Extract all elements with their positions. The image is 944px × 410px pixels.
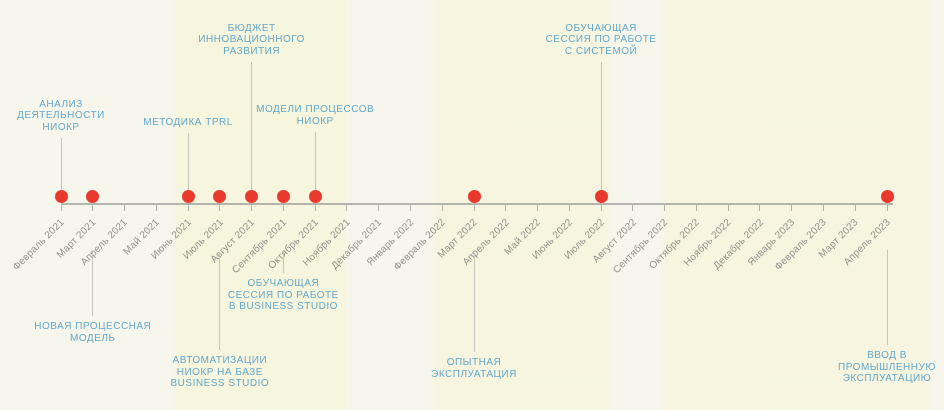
month-tick [791, 204, 793, 211]
month-tick [537, 204, 539, 211]
month-tick [759, 204, 761, 211]
event-connector-line [60, 138, 62, 191]
event-connector-line [187, 133, 189, 191]
month-tick [695, 204, 697, 211]
event-connector-line [473, 253, 475, 352]
event-label: АВТОМАТИЗАЦИИ НИОКР НА БАЗЕ BUSINESS STU… [170, 355, 270, 389]
event-connector-line [314, 132, 316, 191]
month-tick [441, 204, 443, 211]
month-tick [854, 204, 856, 211]
event-label: НОВАЯ ПРОЦЕССНАЯ МОДЕЛЬ [34, 321, 152, 344]
month-tick [282, 204, 284, 211]
month-tick [664, 204, 666, 211]
timeline-event-dot [276, 190, 290, 203]
month-tick [314, 204, 316, 211]
month-tick [378, 204, 380, 211]
timeline-axis [61, 203, 893, 205]
event-connector-line [92, 252, 94, 316]
month-tick [60, 204, 62, 211]
month-tick [187, 204, 189, 211]
timeline-event-dot [181, 190, 195, 203]
event-label: МЕТОДИКА TPRL [143, 116, 233, 128]
month-label: Сентябрь 2022 [611, 217, 671, 276]
month-tick [92, 204, 94, 211]
month-tick [409, 204, 411, 211]
event-label: ОБУЧАЮЩАЯ СЕССИЯ ПО РАБОТЕ С СИСТЕМОЙ [545, 22, 657, 57]
event-label: МОДЕЛИ ПРОЦЕССОВ НИОКР [256, 104, 375, 127]
event-label: АНАЛИЗ ДЕЯТЕЛЬНОСТИ НИОКР [17, 98, 105, 133]
month-tick [124, 204, 126, 211]
event-label: ОБУЧАЮЩАЯ СЕССИЯ ПО РАБОТЕ В BUSINESS ST… [227, 278, 339, 312]
timeline-event-dot [594, 190, 608, 203]
event-connector-line [219, 252, 221, 350]
month-tick [346, 204, 348, 211]
event-connector-line [886, 250, 888, 345]
month-tick [822, 204, 824, 211]
event-label: ОПЫТНАЯ ЭКСПЛУАТАЦИЯ [431, 357, 517, 380]
month-tick [600, 204, 602, 211]
timeline-event-dot [880, 190, 894, 203]
month-tick [505, 204, 507, 211]
event-connector-line [251, 62, 253, 191]
event-connector-line [600, 62, 602, 191]
timeline-event-dot [245, 190, 259, 203]
month-tick [155, 204, 157, 211]
month-tick [568, 204, 570, 211]
timeline-event-dot [86, 190, 100, 203]
timeline-event-dot [213, 190, 227, 203]
event-label: БЮДЖЕТ ИННОВАЦИОННОГО РАЗВИТИЯ [198, 22, 305, 57]
timeline-event-dot [467, 190, 481, 203]
event-label: ВВОД В ПРОМЫШЛЕННУЮ ЭКСПЛУАТАЦИЮ [838, 350, 936, 384]
month-tick [727, 204, 729, 211]
event-connector-line [282, 252, 284, 273]
timeline-event-dot [308, 190, 322, 203]
month-tick [251, 204, 253, 211]
month-tick [219, 204, 221, 211]
month-tick [886, 204, 888, 211]
month-tick [632, 204, 634, 211]
month-label: Февраль 2021 [10, 217, 67, 273]
month-tick [473, 204, 475, 211]
timeline-event-dot [54, 190, 68, 203]
